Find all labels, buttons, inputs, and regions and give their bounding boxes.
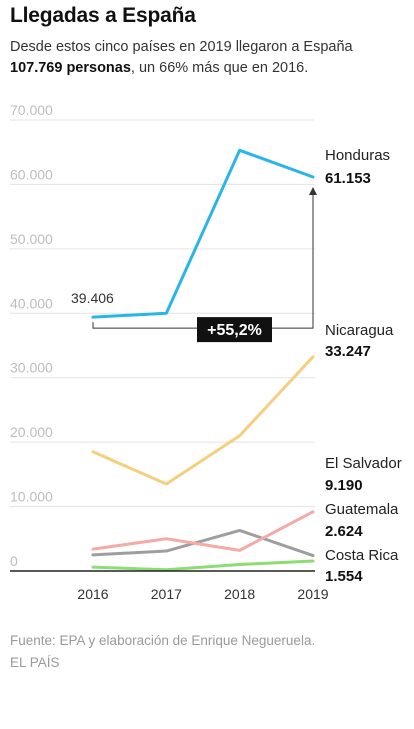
- credit: EL PAÍS: [10, 655, 60, 670]
- annotation-arrowhead: [309, 186, 317, 195]
- y-tick-label: 60.000: [10, 166, 53, 182]
- series-name-label: Nicaragua: [325, 322, 394, 339]
- series-name-label: Costa Rica: [325, 547, 399, 564]
- y-tick-label: 50.000: [10, 231, 53, 247]
- subtitle-line1: Desde estos cinco países en 2019 llegaro…: [10, 39, 353, 55]
- annotation-label: +55,2%: [207, 322, 262, 339]
- y-tick-label: 70.000: [10, 102, 53, 118]
- x-tick-label: 2018: [224, 586, 255, 602]
- x-tick-label: 2019: [297, 586, 328, 602]
- series-name-label: Guatemala: [325, 501, 399, 518]
- x-tick-label: 2016: [77, 586, 108, 602]
- series-name-label: Honduras: [325, 147, 390, 164]
- series-line-costa-rica: [91, 559, 315, 572]
- annotation-bracket: [92, 192, 314, 329]
- subtitle-rest: , un 66% más que en 2016.: [130, 60, 309, 76]
- series-value-label: 33.247: [325, 343, 371, 360]
- series-value-label: 2.624: [325, 523, 363, 540]
- series-value-label: 1.554: [325, 568, 363, 585]
- series-line-honduras: [91, 148, 315, 319]
- source-note: Fuente: EPA y elaboración de Enrique Neg…: [10, 633, 316, 648]
- y-tick-label: 0: [10, 553, 18, 569]
- series-line-el-salvador: [91, 528, 315, 558]
- annotation-badge: [197, 317, 272, 343]
- series-line-guatemala: [91, 510, 315, 552]
- chart-subtitle: Desde estos cinco países en 2019 llegaro…: [10, 37, 410, 79]
- x-tick-label: 2017: [151, 586, 182, 602]
- y-tick-label: 20.000: [10, 424, 53, 440]
- series-name-label: El Salvador: [325, 455, 402, 472]
- y-tick-label: 40.000: [10, 295, 53, 311]
- start-value-label: 39.406: [71, 290, 114, 306]
- series-value-label: 9.190: [325, 477, 363, 494]
- series-value-label: 61.153: [325, 170, 371, 187]
- subtitle-bold-total: 107.769 personas: [10, 60, 131, 76]
- y-tick-label: 10.000: [10, 489, 53, 505]
- chart-title: Llegadas a España: [10, 4, 196, 27]
- y-tick-label: 30.000: [10, 360, 53, 376]
- series-line-nicaragua: [91, 355, 315, 486]
